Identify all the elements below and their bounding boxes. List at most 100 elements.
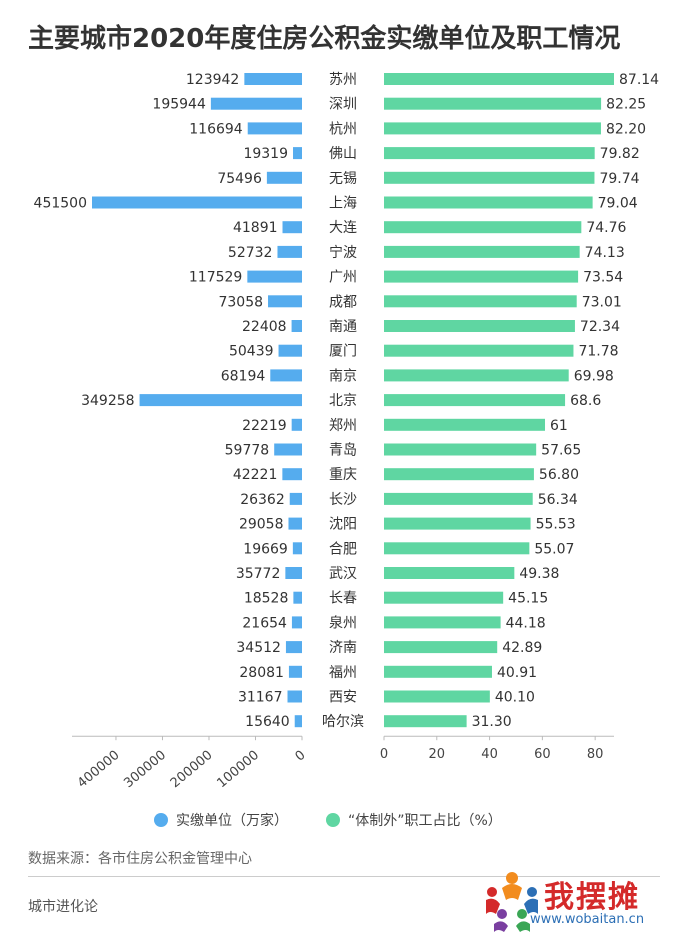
left-value-label-6: 41891 xyxy=(233,220,278,236)
right-value-label-13: 68.6 xyxy=(570,393,601,409)
right-bar-3 xyxy=(384,147,595,160)
right-bar-16 xyxy=(384,468,534,481)
left-value-label-4: 75496 xyxy=(217,171,262,187)
left-bar-19 xyxy=(292,542,302,555)
left-value-label-18: 29058 xyxy=(239,517,284,533)
left-value-label-22: 21654 xyxy=(242,615,287,631)
left-value-label-14: 22219 xyxy=(242,418,287,434)
city-label-18: 沈阳 xyxy=(329,517,357,533)
right-value-label-25: 40.10 xyxy=(495,690,535,706)
left-bar-23 xyxy=(285,641,302,654)
right-bar-20 xyxy=(384,567,515,579)
right-value-label-19: 55.07 xyxy=(534,541,574,557)
right-bar-8 xyxy=(384,270,579,283)
right-bar-2 xyxy=(384,122,601,135)
city-label-19: 合肥 xyxy=(329,541,357,557)
city-label-21: 长春 xyxy=(329,591,357,607)
legend-item-ratio: “体制外”职工占比（%） xyxy=(326,810,502,830)
legend-item-units: 实缴单位（万家） xyxy=(154,810,288,830)
right-value-label-17: 56.34 xyxy=(538,492,578,508)
watermark-text: 我摆摊 xyxy=(544,880,640,915)
left-tick-label-1: 300000 xyxy=(121,748,169,791)
right-value-label-1: 82.25 xyxy=(606,97,646,113)
city-label-12: 南京 xyxy=(329,368,357,384)
left-value-label-25: 31167 xyxy=(238,690,283,706)
right-bar-0 xyxy=(384,73,614,85)
left-bar-10 xyxy=(291,320,302,332)
city-label-14: 郑州 xyxy=(329,418,357,434)
divider xyxy=(28,876,660,877)
left-value-label-17: 26362 xyxy=(240,492,285,508)
left-value-label-7: 52732 xyxy=(228,245,273,261)
right-value-label-16: 56.80 xyxy=(539,467,579,483)
data-source: 数据来源：各市住房公积金管理中心 xyxy=(28,851,252,867)
right-bar-25 xyxy=(384,690,490,703)
right-value-label-14: 61 xyxy=(550,418,568,434)
city-label-7: 宁波 xyxy=(329,244,357,261)
city-label-5: 上海 xyxy=(329,196,357,212)
right-value-label-15: 57.65 xyxy=(541,443,581,459)
right-value-label-23: 42.89 xyxy=(502,640,542,656)
left-value-label-0: 123942 xyxy=(186,72,239,88)
city-label-11: 厦门 xyxy=(329,344,357,360)
left-bar-11 xyxy=(278,344,302,357)
city-label-25: 西安 xyxy=(329,690,357,706)
right-value-label-26: 31.30 xyxy=(472,714,512,730)
left-bar-20 xyxy=(285,567,302,579)
right-value-label-12: 69.98 xyxy=(574,368,614,384)
left-bar-13 xyxy=(139,394,302,407)
right-value-label-21: 45.15 xyxy=(508,591,548,607)
left-bar-group xyxy=(92,73,302,728)
left-bar-26 xyxy=(294,715,302,728)
right-tick-label-2: 40 xyxy=(481,747,498,762)
left-value-label-15: 59778 xyxy=(225,443,270,459)
city-label-23: 济南 xyxy=(329,640,357,656)
right-tick-label-3: 60 xyxy=(534,747,551,762)
left-tick-label-0: 400000 xyxy=(75,748,123,791)
city-label-24: 福州 xyxy=(329,665,357,681)
city-label-13: 北京 xyxy=(329,393,357,409)
left-bar-12 xyxy=(270,369,302,382)
legend-label-units: 实缴单位（万家） xyxy=(176,813,288,829)
city-label-20: 武汉 xyxy=(329,566,357,582)
left-bar-0 xyxy=(244,73,302,85)
city-label-3: 佛山 xyxy=(329,146,357,162)
right-bar-10 xyxy=(384,320,575,332)
city-label-2: 杭州 xyxy=(329,121,357,137)
right-bar-13 xyxy=(384,394,566,407)
city-label-26: 哈尔滨 xyxy=(322,714,364,730)
right-value-label-20: 49.38 xyxy=(519,566,559,582)
left-bar-7 xyxy=(277,245,302,258)
left-bar-9 xyxy=(268,295,302,308)
chart-title: 主要城市2020年度住房公积金实缴单位及职工情况 xyxy=(28,24,621,54)
left-value-label-1: 195944 xyxy=(152,97,206,113)
city-label-10: 南通 xyxy=(329,319,357,335)
legend: 实缴单位（万家） “体制外”职工占比（%） xyxy=(0,810,688,834)
people-logo-icon xyxy=(486,872,538,932)
right-value-label-4: 79.74 xyxy=(599,171,639,187)
left-bar-3 xyxy=(293,147,302,160)
right-value-label-group: 87.14 82.25 82.20 79.82 79.74 79.04 74.76 74.13… xyxy=(472,72,660,730)
city-label-17: 长沙 xyxy=(329,492,357,508)
right-value-label-10: 72.34 xyxy=(580,319,620,335)
right-bar-21 xyxy=(384,591,504,604)
right-bar-12 xyxy=(384,369,569,382)
right-bar-18 xyxy=(384,517,531,530)
left-bar-2 xyxy=(247,122,302,135)
left-value-label-9: 73058 xyxy=(218,294,263,310)
right-bar-6 xyxy=(384,221,582,234)
publisher-name: 城市进化论 xyxy=(28,899,98,915)
left-bar-4 xyxy=(266,171,302,184)
right-value-label-22: 44.18 xyxy=(506,615,546,631)
left-bar-5 xyxy=(92,196,302,209)
legend-dot-green xyxy=(326,813,340,827)
left-value-label-5: 451500 xyxy=(34,196,87,212)
right-bar-9 xyxy=(384,295,577,308)
right-value-label-18: 55.53 xyxy=(536,517,576,533)
left-value-label-26: 15640 xyxy=(245,714,290,730)
left-value-label-3: 19319 xyxy=(243,146,288,162)
right-bar-23 xyxy=(384,641,498,654)
